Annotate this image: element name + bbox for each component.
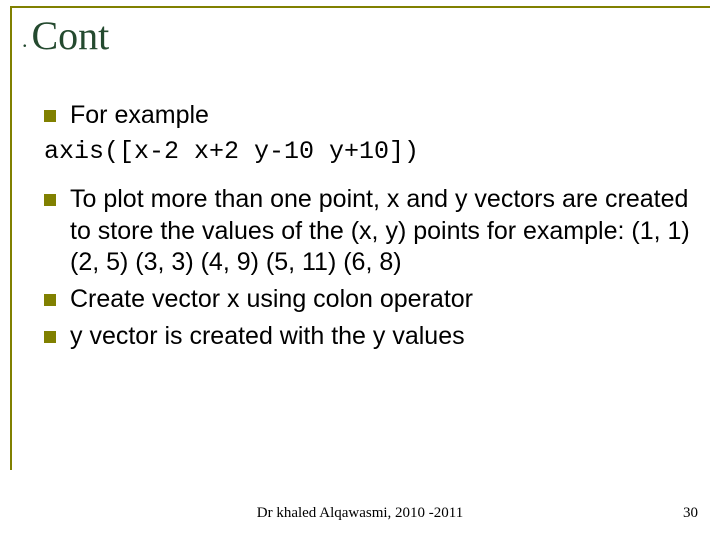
footer-text: Dr khaled Alqawasmi, 2010 -2011 <box>0 505 720 522</box>
page-number: 30 <box>683 505 698 522</box>
bullet-item: To plot more than one point, x and y vec… <box>44 184 690 278</box>
square-bullet-icon <box>44 194 56 206</box>
bullet-text: y vector is created with the y values <box>70 321 465 352</box>
square-bullet-icon <box>44 110 56 122</box>
slide-title: . Cont <box>22 12 109 59</box>
bullet-item: y vector is created with the y values <box>44 321 690 352</box>
bullet-item: Create vector x using colon operator <box>44 284 690 315</box>
title-dot: . <box>22 27 28 53</box>
slide-border-left <box>10 6 12 470</box>
bullet-item: For example <box>44 100 690 131</box>
bullet-text: For example <box>70 100 209 131</box>
square-bullet-icon <box>44 294 56 306</box>
title-text: Cont <box>32 12 110 59</box>
slide-border-top <box>10 6 710 8</box>
code-line: axis([x-2 x+2 y-10 y+10]) <box>44 137 690 166</box>
bullet-text: Create vector x using colon operator <box>70 284 473 315</box>
bullet-text: To plot more than one point, x and y vec… <box>70 184 690 278</box>
square-bullet-icon <box>44 331 56 343</box>
slide-content: For example axis([x-2 x+2 y-10 y+10]) To… <box>44 100 690 359</box>
